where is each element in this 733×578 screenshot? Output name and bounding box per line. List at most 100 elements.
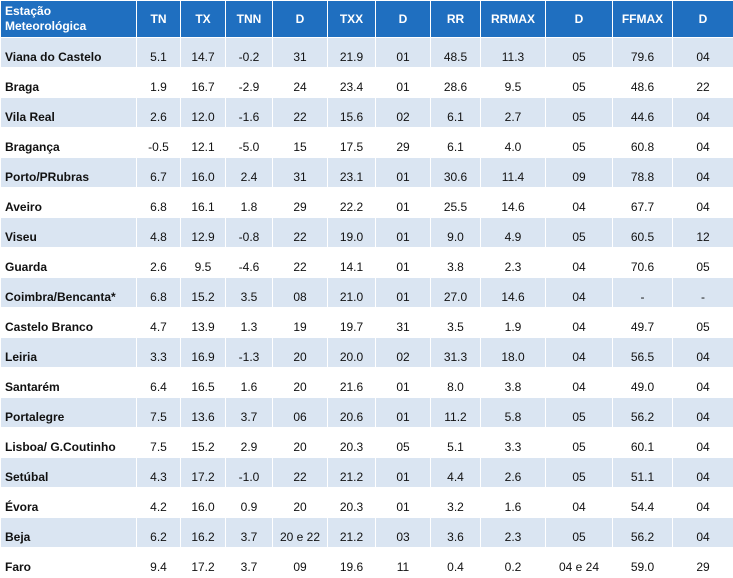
- value-cell: 20: [273, 338, 328, 368]
- value-cell: 21.6: [328, 368, 376, 398]
- value-cell: 05: [546, 518, 613, 548]
- value-cell: -4.6: [226, 248, 273, 278]
- value-cell: 60.1: [613, 428, 673, 458]
- value-cell: 15.2: [181, 428, 226, 458]
- header-cell: RR: [431, 1, 481, 38]
- value-cell: 20.6: [328, 398, 376, 428]
- value-cell: 23.4: [328, 68, 376, 98]
- value-cell: 8.0: [431, 368, 481, 398]
- value-cell: 0.2: [481, 548, 546, 578]
- value-cell: 01: [376, 218, 431, 248]
- value-cell: 04: [546, 338, 613, 368]
- station-cell: Portalegre: [1, 398, 137, 428]
- value-cell: 20.3: [328, 488, 376, 518]
- value-cell: 14.1: [328, 248, 376, 278]
- value-cell: 13.6: [181, 398, 226, 428]
- value-cell: 25.5: [431, 188, 481, 218]
- value-cell: 24: [273, 68, 328, 98]
- value-cell: 04: [546, 188, 613, 218]
- value-cell: 01: [376, 278, 431, 308]
- station-cell: Beja: [1, 518, 137, 548]
- value-cell: 1.6: [481, 488, 546, 518]
- value-cell: 14.6: [481, 188, 546, 218]
- value-cell: 60.5: [613, 218, 673, 248]
- station-cell: Viseu: [1, 218, 137, 248]
- value-cell: 48.6: [613, 68, 673, 98]
- value-cell: -0.8: [226, 218, 273, 248]
- header-cell: FFMAX: [613, 1, 673, 38]
- value-cell: 3.5: [226, 278, 273, 308]
- value-cell: 19.7: [328, 308, 376, 338]
- value-cell: 2.3: [481, 518, 546, 548]
- station-cell: Lisboa/ G.Coutinho: [1, 428, 137, 458]
- value-cell: 4.3: [137, 458, 181, 488]
- header-cell: TNN: [226, 1, 273, 38]
- value-cell: 04: [673, 428, 733, 458]
- value-cell: 49.0: [613, 368, 673, 398]
- value-cell: 9.0: [431, 218, 481, 248]
- value-cell: 56.5: [613, 338, 673, 368]
- value-cell: 05: [546, 428, 613, 458]
- value-cell: 02: [376, 98, 431, 128]
- value-cell: 05: [546, 98, 613, 128]
- value-cell: 0.4: [431, 548, 481, 578]
- value-cell: 04: [546, 278, 613, 308]
- value-cell: 12.9: [181, 218, 226, 248]
- value-cell: 31: [273, 158, 328, 188]
- station-cell: Évora: [1, 488, 137, 518]
- value-cell: 15.2: [181, 278, 226, 308]
- value-cell: 29: [273, 188, 328, 218]
- value-cell: 4.9: [481, 218, 546, 248]
- value-cell: -0.5: [137, 128, 181, 158]
- value-cell: 13.9: [181, 308, 226, 338]
- value-cell: 29: [673, 548, 733, 578]
- value-cell: -1.0: [226, 458, 273, 488]
- value-cell: 05: [546, 38, 613, 68]
- value-cell: -2.9: [226, 68, 273, 98]
- value-cell: 17.2: [181, 458, 226, 488]
- value-cell: 22: [273, 248, 328, 278]
- value-cell: 01: [376, 188, 431, 218]
- station-cell: Faro: [1, 548, 137, 578]
- value-cell: 59.0: [613, 548, 673, 578]
- header-cell: D: [546, 1, 613, 38]
- value-cell: 05: [546, 128, 613, 158]
- header-cell: TN: [137, 1, 181, 38]
- value-cell: 11.3: [481, 38, 546, 68]
- value-cell: 22.2: [328, 188, 376, 218]
- value-cell: 16.1: [181, 188, 226, 218]
- station-cell: Leiria: [1, 338, 137, 368]
- header-cell: D: [273, 1, 328, 38]
- value-cell: 7.5: [137, 428, 181, 458]
- value-cell: 17.2: [181, 548, 226, 578]
- value-cell: 6.4: [137, 368, 181, 398]
- value-cell: 2.7: [481, 98, 546, 128]
- value-cell: 05: [673, 248, 733, 278]
- value-cell: 3.8: [481, 368, 546, 398]
- value-cell: 04: [673, 368, 733, 398]
- value-cell: 05: [673, 308, 733, 338]
- value-cell: 01: [376, 458, 431, 488]
- value-cell: 20: [273, 428, 328, 458]
- value-cell: 05: [546, 218, 613, 248]
- value-cell: 28.6: [431, 68, 481, 98]
- value-cell: -: [613, 278, 673, 308]
- header-cell: RRMAX: [481, 1, 546, 38]
- value-cell: 05: [376, 428, 431, 458]
- value-cell: 16.0: [181, 158, 226, 188]
- value-cell: 05: [546, 398, 613, 428]
- value-cell: 16.7: [181, 68, 226, 98]
- station-cell: Aveiro: [1, 188, 137, 218]
- value-cell: 4.2: [137, 488, 181, 518]
- value-cell: 31: [376, 308, 431, 338]
- value-cell: 04: [673, 188, 733, 218]
